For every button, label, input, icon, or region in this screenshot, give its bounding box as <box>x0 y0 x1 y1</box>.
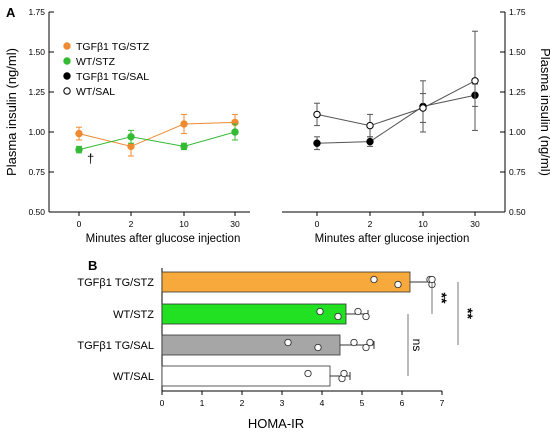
data-point <box>471 77 479 85</box>
b-data-point <box>350 338 358 347</box>
data-point <box>366 121 374 130</box>
legend-marker <box>63 57 71 65</box>
b-x-tick-label: 3 <box>280 398 285 408</box>
data-point <box>180 142 188 151</box>
b-x-tick-label: 0 <box>160 398 165 408</box>
right-x-axis-label: Minutes after glucose injection <box>315 233 470 245</box>
legend-label: TGFβ1 TG/STZ <box>76 41 150 53</box>
right-y-tick-label: 1.75 <box>509 7 526 17</box>
data-point <box>180 120 188 128</box>
b-category-label: WT/STZ <box>113 309 154 321</box>
bar <box>161 334 341 356</box>
b-data-point <box>394 280 402 289</box>
data-point <box>127 133 135 141</box>
series-line <box>316 94 476 144</box>
significance-label: ** <box>434 293 450 304</box>
b-data-point <box>304 369 312 378</box>
data-point <box>75 145 83 154</box>
data-point <box>75 129 83 138</box>
series-line <box>78 121 236 147</box>
left-y-tick-label: 1.75 <box>28 7 45 17</box>
right-y-tick-label: 1.00 <box>509 127 526 137</box>
b-data-point <box>284 338 292 347</box>
b-x-axis-label: HOMA-IR <box>248 416 304 431</box>
b-category-label: TGFβ1 TG/STZ <box>77 277 154 289</box>
panel-b: B 0 1 2 3 4 5 6 7 TGFβ1 TG/STZ WT/STZ TGFβ1 TG/SA… <box>77 258 476 431</box>
b-data-point <box>316 307 324 316</box>
left-y-tick-label: 1.50 <box>28 47 45 57</box>
right-y-tick-label: 1.25 <box>509 87 526 97</box>
b-data-point <box>362 312 370 321</box>
data-point <box>231 128 239 136</box>
b-data-point <box>334 312 342 321</box>
left-y-tick-label: 0.75 <box>28 167 45 177</box>
b-x-tick-label: 1 <box>200 398 205 408</box>
legend-label: WT/STZ <box>76 56 116 68</box>
left-x-tick-label: 30 <box>230 219 240 229</box>
bar <box>161 365 331 387</box>
data-point <box>366 137 374 146</box>
data-point <box>313 110 321 119</box>
right-y-tick-label: 0.50 <box>509 207 526 217</box>
left-y-tick-label: 1.00 <box>28 127 45 137</box>
right-x-tick-label: 30 <box>470 219 480 229</box>
right-x-tick-label: 2 <box>368 219 373 229</box>
significance-dagger: † <box>87 151 94 166</box>
data-point <box>127 142 135 151</box>
right-y-tick-label: 1.50 <box>509 47 526 57</box>
b-data-point <box>362 343 370 352</box>
left-y-tick-label: 0.50 <box>28 207 45 217</box>
b-category-label: TGFβ1 TG/SAL <box>77 340 154 352</box>
legend-marker <box>63 72 71 80</box>
series-line <box>78 131 236 151</box>
b-x-tick-label: 2 <box>240 398 245 408</box>
panel-a: A Plasma insulin (ng/ml) Plasma insulin … <box>4 5 550 245</box>
panel-a-label: A <box>6 5 16 20</box>
series-line <box>316 80 476 127</box>
b-x-tick-label: 4 <box>320 398 325 408</box>
right-y-axis-label: Plasma insulin (ng/ml) <box>538 48 550 176</box>
left-y-tick-label: 1.25 <box>28 87 45 97</box>
legend-marker <box>63 42 71 50</box>
left-x-axis-label: Minutes after glucose injection <box>86 233 241 245</box>
b-data-point <box>340 369 348 378</box>
left-x-tick-label: 2 <box>129 219 134 229</box>
legend-label: WT/SAL <box>76 86 115 98</box>
b-data-point <box>354 307 362 316</box>
b-data-point <box>314 343 322 352</box>
b-x-tick-label: 6 <box>400 398 405 408</box>
b-data-point <box>370 275 378 284</box>
b-data-point <box>428 275 436 284</box>
legend-label: TGFβ1 TG/SAL <box>76 71 149 83</box>
left-x-tick-label: 10 <box>179 219 189 229</box>
significance-label: ** <box>460 308 476 319</box>
significance-label: ns <box>410 339 424 352</box>
left-x-tick-label: 0 <box>77 219 82 229</box>
b-x-tick-label: 5 <box>360 398 365 408</box>
legend-marker <box>63 87 71 95</box>
b-data-point <box>366 338 374 347</box>
right-x-tick-label: 10 <box>418 219 428 229</box>
right-y-tick-label: 0.75 <box>509 167 526 177</box>
data-point <box>313 139 321 147</box>
left-y-axis-label: Plasma insulin (ng/ml) <box>4 48 19 176</box>
panel-b-label: B <box>88 258 97 273</box>
data-point <box>419 104 427 112</box>
right-x-tick-label: 0 <box>315 219 320 229</box>
b-x-tick-label: 7 <box>440 398 445 408</box>
b-category-label: WT/SAL <box>113 371 154 383</box>
